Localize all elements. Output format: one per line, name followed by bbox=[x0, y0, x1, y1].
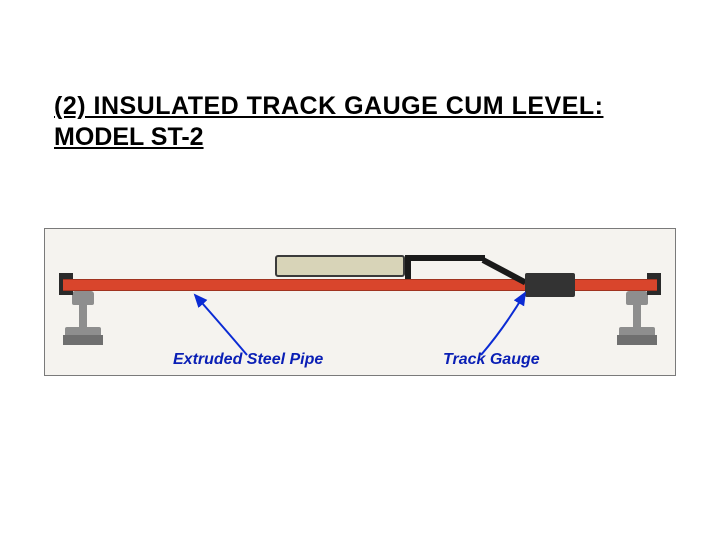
title-line-2: MODEL ST-2 bbox=[54, 123, 666, 152]
title-block: (2) INSULATED TRACK GAUGE CUM LEVEL: MOD… bbox=[54, 92, 666, 152]
label-extruded-pipe: Extruded Steel Pipe bbox=[173, 351, 323, 369]
diagram-box: Extruded Steel Pipe Track Gauge bbox=[44, 228, 676, 376]
arrow-right bbox=[45, 229, 677, 377]
label-track-gauge: Track Gauge bbox=[443, 351, 540, 369]
title-line-1: (2) INSULATED TRACK GAUGE CUM LEVEL: bbox=[54, 92, 666, 121]
